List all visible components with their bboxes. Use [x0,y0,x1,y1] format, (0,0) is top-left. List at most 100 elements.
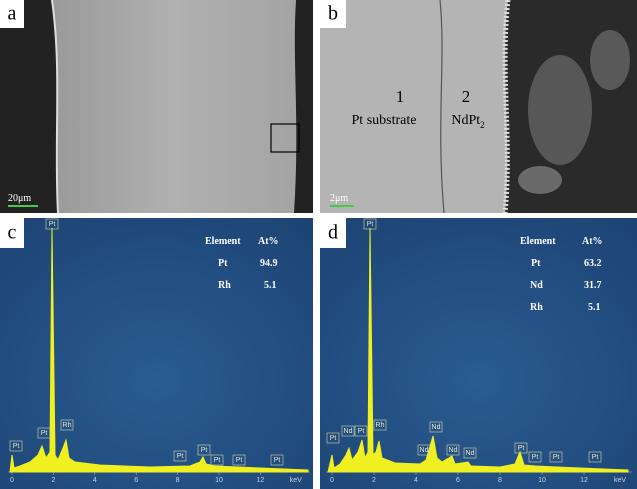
table-cell: Pt [218,258,228,269]
peak-label-box [9,440,23,452]
peak-label: Pt [358,428,365,435]
x-ticks: 0 2 4 6 8 10 12 keV [10,472,302,484]
annotation-number: 2 [462,87,471,106]
peak-label: Pt [553,454,560,461]
panel-label: d [328,222,338,244]
x-ticks: 0 2 4 6 8 10 12 keV [330,472,626,484]
substrate [52,0,297,213]
scale-bar-label: 2μm [330,193,348,204]
peak-label-box [173,450,187,462]
panel-label: a [8,3,17,25]
peak-label-box [528,451,542,463]
spectrum [327,227,629,473]
scale-bar-label: 20μm [8,193,31,204]
peak-label: Pt [236,457,243,464]
table-cell: Rh [530,302,543,313]
peak-label: Pt [274,457,281,464]
peak-label: Pt [41,430,48,437]
table-header: At% [258,236,279,247]
peak-label-box [373,419,387,431]
peak-label-box [60,419,74,431]
x-tick-label: 10 [215,477,223,484]
inset-box [270,123,300,153]
x-tick-label: 6 [456,477,460,484]
panel-a: a 20μm [0,0,313,214]
texture [528,55,592,165]
peak-label: Pt [330,435,337,442]
peak-label: Nd [344,428,353,435]
peak-label-box [354,425,368,437]
peak-label-box [326,432,340,444]
x-axis-unit: keV [614,477,626,484]
texture [590,30,630,90]
peak-label: Pt [367,221,374,228]
peak-labels: Pt Nd Pt Pt Rh Nd Nd Nd Nd Pt Pt Pt Pt [326,218,602,463]
peak-label: Pt [518,445,525,452]
x-tick-label: 10 [538,477,546,484]
x-tick-label: 0 [10,477,14,484]
peak-label-box [514,442,528,454]
peak-label-box [363,218,377,230]
table-header: Element [205,236,241,247]
peak-label: Nd [420,447,429,454]
peak-label: Pt [49,221,56,228]
annotation-text: Pt substrate [352,113,417,128]
edge [51,0,59,214]
peak-label-box [549,451,563,463]
x-tick-label: 8 [176,477,180,484]
annotation-number: 1 [396,87,405,106]
table-cell: 5.1 [264,280,277,291]
panel-b: b 1 Pt substrate 2 NdPt2 2μm [320,0,637,214]
panel-label: c [8,222,17,244]
peak-label-box [446,444,460,456]
peak-label-box [197,444,211,456]
label-box [0,0,24,28]
panel-d: d Element At% Pt 63.2 Nd 31.7 Rh 5.1 Pt N… [320,218,637,489]
edge [502,0,511,214]
table-cell: 94.9 [260,258,278,269]
texture [518,166,562,194]
peak-label: Pt [532,454,539,461]
formula: NdPt [451,113,480,128]
panel-label: b [328,3,338,25]
subscript: 2 [480,120,485,130]
peak-labels: Pt Pt Pt Rh Pt Pt Pt Pt Pt [9,218,284,466]
label-box [0,218,24,248]
x-tick-label: 4 [93,477,97,484]
x-tick-label: 12 [257,477,265,484]
x-tick-label: 6 [134,477,138,484]
table-cell: Pt [531,258,541,269]
spectrum [9,227,309,473]
peak-label: Pt [177,453,184,460]
peak-label: Nd [449,447,458,454]
peak-label-box [588,451,602,463]
peak-label: Pt [13,443,20,450]
peak-label-box [429,421,443,433]
peak-label: Pt [214,457,221,464]
peak-label: Nd [432,424,441,431]
x-tick-label: 2 [51,477,55,484]
peak-label: Rh [63,422,72,429]
x-tick-label: 8 [498,477,502,484]
peak-label-box [417,444,431,456]
peak-label-box [341,425,355,437]
peak-label: Nd [466,450,475,457]
peak-label-box [45,218,59,230]
label-box [320,0,346,28]
table-cell: 63.2 [584,258,602,269]
peak-label: Rh [376,422,385,429]
x-tick-label: 4 [414,477,418,484]
peak-label-box [210,454,224,466]
peak-label: Pt [201,447,208,454]
x-tick-label: 0 [330,477,334,484]
x-tick-label: 2 [372,477,376,484]
peak-label-box [270,454,284,466]
label-box [320,218,346,248]
table-header: Element [520,236,556,247]
peak-label: Pt [592,454,599,461]
table-cell: 31.7 [584,280,602,291]
peak-label-box [37,427,51,439]
table-header: At% [582,236,603,247]
table-cell: 5.1 [588,302,601,313]
